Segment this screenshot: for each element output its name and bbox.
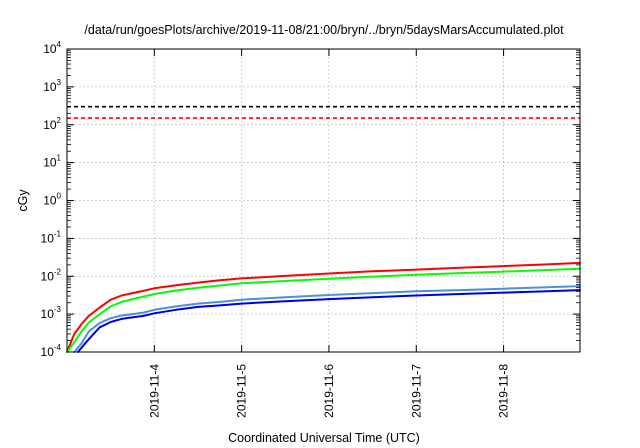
y-tick-label: 10-2 [41, 267, 62, 283]
x-tick-label: 2019-11-6 [322, 364, 336, 418]
y-tick-label: 10-1 [41, 229, 62, 245]
x-tick-label: 2019-11-8 [497, 364, 511, 418]
y-axis-ticks: 10-4 10-3 10-2 10-1 100 101 102 103 104 [41, 40, 580, 359]
reference-lines [67, 105, 580, 119]
y-tick-label: 10-3 [41, 305, 62, 321]
y-axis-title: cGy [16, 189, 30, 212]
series-line [66, 261, 581, 353]
x-axis-title: Coordinated Universal Time (UTC) [228, 431, 420, 445]
series-line [73, 285, 581, 353]
chart-title: /data/run/goesPlots/archive/2019-11-08/2… [84, 23, 564, 37]
x-tick-label: 2019-11-5 [235, 364, 249, 418]
y-tick-label: 100 [43, 192, 61, 208]
grid [67, 49, 580, 352]
series-lines [66, 261, 581, 353]
x-axis-ticks: 2019-11-4 2019-11-5 2019-11-6 2019-11-7 2019… [147, 49, 511, 418]
x-tick-label: 2019-11-4 [147, 364, 161, 418]
y-tick-label: 102 [43, 116, 61, 132]
y-tick-label: 10-4 [41, 343, 62, 359]
y-tick-label: 103 [43, 78, 61, 94]
x-tick-label: 2019-11-7 [409, 364, 423, 418]
y-tick-label: 104 [43, 40, 61, 56]
series-line [66, 267, 581, 353]
series-line [76, 289, 581, 353]
y-tick-label: 101 [43, 154, 61, 170]
